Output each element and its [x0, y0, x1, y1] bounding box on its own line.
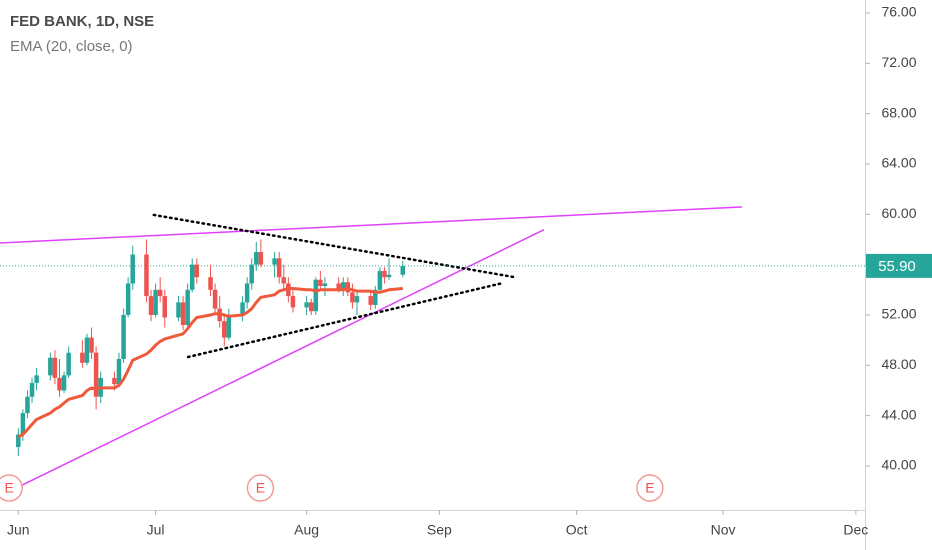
last-price-box	[866, 253, 932, 278]
candle-body	[189, 264, 195, 290]
candle-body	[121, 314, 126, 360]
candle-body	[116, 359, 122, 385]
candle-body	[20, 413, 26, 435]
candle-body	[254, 252, 259, 265]
candle-body	[382, 270, 387, 278]
candle-body	[89, 337, 94, 353]
y-tick-label: 72.00	[881, 54, 916, 70]
candle-body	[84, 337, 90, 363]
candle-body	[16, 434, 21, 448]
chart-title: FED BANK, 1D, NSE	[10, 13, 154, 30]
candle-body	[180, 302, 186, 326]
candle-body	[368, 296, 373, 305]
candle-body	[176, 302, 181, 318]
candle-body	[112, 377, 117, 385]
x-tick-label: Sep	[427, 522, 452, 538]
candle-body	[66, 352, 71, 376]
candle-body	[194, 264, 200, 278]
earnings-label: E	[256, 480, 265, 496]
earnings-label: E	[4, 480, 13, 496]
candle-body	[258, 252, 264, 265]
y-tick-label: 60.00	[881, 205, 916, 221]
candle-body	[130, 254, 135, 284]
y-tick-label: 64.00	[881, 155, 916, 171]
candle-body	[336, 283, 341, 290]
earnings-marker	[0, 474, 23, 502]
x-tick-label: Oct	[566, 522, 588, 538]
candle-body	[208, 277, 213, 290]
candle-body	[80, 352, 85, 363]
candle-body	[212, 289, 218, 309]
y-tick-label: 76.00	[881, 4, 916, 20]
y-tick-label: 40.00	[881, 457, 916, 473]
candle-body	[125, 283, 131, 315]
candle-body	[350, 292, 355, 303]
candle-body	[322, 283, 328, 287]
candle-body	[386, 274, 392, 278]
candle-body	[29, 382, 35, 397]
x-tick-label: Dec	[843, 522, 868, 538]
candle-body	[93, 352, 99, 397]
candle-body	[373, 289, 378, 305]
candle-body	[61, 375, 67, 391]
candle-body	[153, 289, 158, 315]
candle-body	[148, 296, 154, 315]
candle-body	[240, 302, 245, 315]
candle-body	[25, 396, 30, 414]
candle-body	[48, 357, 53, 376]
candle-body	[272, 258, 277, 265]
candle-body	[313, 279, 319, 312]
candle-body	[144, 254, 149, 297]
x-tick-label: Nov	[711, 522, 736, 538]
candle-body	[52, 357, 58, 378]
candle-body	[377, 270, 383, 290]
candle-body	[244, 283, 250, 303]
candle-body	[157, 289, 163, 297]
candle-body	[226, 314, 232, 338]
trendline	[19, 229, 545, 487]
trendline	[0, 206, 743, 244]
candle-body	[304, 302, 309, 308]
trendline	[152, 213, 517, 279]
candle-body	[308, 302, 314, 312]
candle-body	[341, 282, 346, 290]
y-tick-label: 68.00	[881, 104, 916, 120]
candle-body	[276, 258, 282, 278]
ema-line	[17, 287, 403, 439]
earnings-marker	[246, 474, 275, 502]
candle-body	[162, 296, 168, 318]
earnings-label: E	[645, 480, 654, 496]
candle-body	[281, 277, 287, 284]
indicator-label: EMA (20, close, 0)	[10, 38, 133, 55]
candle-body	[354, 296, 360, 303]
y-tick-label: 44.00	[881, 406, 916, 422]
y-tick-label: 52.00	[881, 306, 916, 322]
candle-body	[222, 321, 227, 338]
candle-body	[249, 264, 254, 284]
last-price-label: 55.90	[878, 258, 916, 275]
candle-body	[34, 375, 39, 383]
candle-body	[400, 265, 406, 275]
candle-body	[318, 279, 323, 287]
candle-body	[57, 377, 62, 391]
x-tick-label: Jun	[7, 522, 30, 538]
earnings-marker	[636, 474, 664, 502]
candle-body	[290, 296, 296, 308]
x-tick-label: Aug	[294, 522, 319, 538]
y-tick-label: 48.00	[881, 356, 916, 372]
trendline	[186, 281, 505, 359]
candle-body	[185, 289, 190, 326]
x-tick-label: Jul	[147, 522, 165, 538]
